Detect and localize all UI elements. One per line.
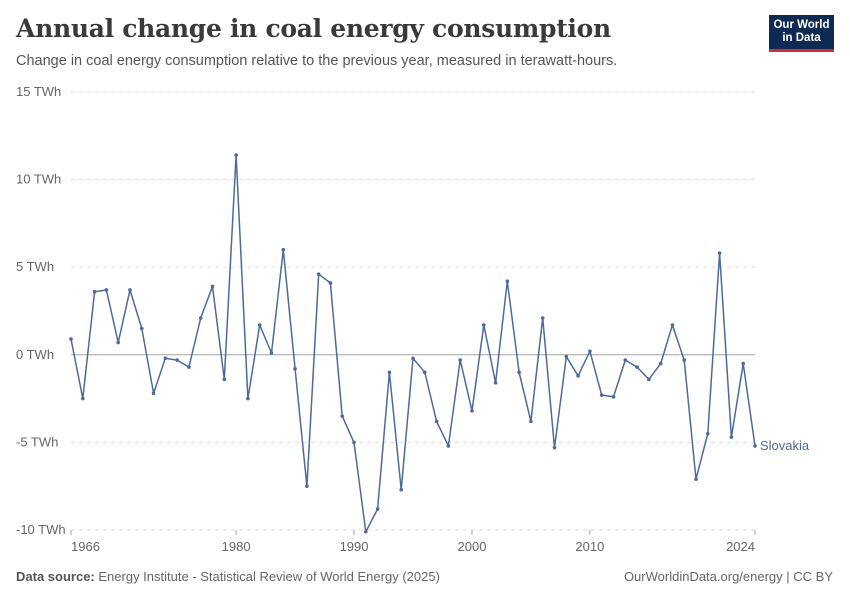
series-label[interactable]: Slovakia — [760, 438, 810, 453]
site-license-link[interactable]: OurWorldinData.org/energy | CC BY — [623, 569, 833, 584]
data-point[interactable] — [517, 370, 521, 375]
logo-line-2: in Data — [782, 32, 821, 44]
data-point[interactable] — [352, 440, 356, 445]
data-point[interactable] — [658, 361, 663, 366]
data-source: Data source: Energy Institute - Statisti… — [16, 569, 440, 584]
data-point[interactable] — [305, 484, 309, 489]
x-tick-label: 2000 — [458, 539, 487, 554]
data-point[interactable] — [576, 374, 580, 378]
source-label: Data source: — [16, 569, 95, 584]
data-point[interactable] — [706, 431, 710, 436]
data-point[interactable] — [741, 361, 746, 366]
data-point[interactable] — [481, 323, 486, 327]
data-point[interactable] — [753, 444, 757, 448]
y-tick-label: 10 TWh — [16, 172, 61, 187]
data-point[interactable] — [588, 349, 592, 354]
y-tick-label: -10 TWh — [16, 522, 66, 537]
chart-subtitle: Change in coal energy consumption relati… — [16, 53, 618, 69]
source-text: Energy Institute - Statistical Review of… — [98, 569, 440, 584]
x-tick-label: 1980 — [222, 539, 251, 554]
data-point[interactable] — [128, 288, 132, 292]
data-point[interactable] — [257, 323, 262, 327]
data-point[interactable] — [210, 284, 215, 289]
chart-title: Annual change in coal energy consumption — [16, 14, 611, 43]
data-point[interactable] — [316, 272, 321, 277]
data-point[interactable] — [163, 356, 168, 361]
data-point[interactable] — [281, 247, 286, 252]
data-point[interactable] — [69, 337, 73, 341]
axis-layer: -10 TWh -5 TWh 0 TWh 5 TWh 10 TWh 15 TWh 1966 1… — [16, 84, 756, 554]
data-point[interactable] — [328, 281, 333, 285]
data-point[interactable] — [222, 377, 227, 382]
owid-logo[interactable]: Our World in Data — [769, 15, 834, 52]
y-tick-label: 5 TWh — [16, 259, 54, 274]
data-point[interactable] — [729, 435, 734, 439]
data-point[interactable] — [493, 381, 498, 385]
series-layer[interactable]: Slovakia — [69, 153, 810, 534]
x-tick-label: 1990 — [340, 539, 369, 554]
series-line-slovakia — [70, 154, 756, 533]
y-tick-label: 15 TWh — [16, 84, 61, 99]
data-point[interactable] — [175, 358, 179, 362]
data-point[interactable] — [647, 377, 651, 382]
logo-line-1: Our World — [773, 19, 830, 31]
data-point[interactable] — [599, 393, 604, 397]
data-point[interactable] — [139, 326, 144, 331]
data-point[interactable] — [198, 316, 203, 320]
data-point[interactable] — [434, 419, 439, 424]
data-point[interactable] — [694, 477, 698, 481]
data-point[interactable] — [411, 356, 415, 361]
data-point[interactable] — [92, 289, 97, 294]
y-tick-label: -5 TWh — [16, 434, 58, 449]
data-point[interactable] — [540, 316, 545, 320]
data-point[interactable] — [80, 396, 85, 401]
data-point[interactable] — [399, 487, 404, 492]
x-tick-label: 1966 — [71, 539, 100, 554]
x-tick-label: 2010 — [575, 539, 604, 554]
data-point[interactable] — [505, 279, 510, 284]
data-point[interactable] — [340, 414, 345, 418]
data-point[interactable] — [187, 365, 191, 369]
data-point[interactable] — [293, 367, 297, 371]
data-point[interactable] — [269, 351, 274, 355]
data-point[interactable] — [375, 507, 380, 511]
y-tick-label: 0 TWh — [16, 347, 54, 362]
data-point[interactable] — [364, 529, 368, 534]
data-point[interactable] — [682, 358, 687, 362]
data-point[interactable] — [234, 153, 238, 157]
data-point[interactable] — [470, 409, 474, 413]
data-point[interactable] — [611, 395, 616, 399]
data-point[interactable] — [623, 358, 628, 362]
data-point[interactable] — [529, 419, 533, 424]
data-point[interactable] — [151, 391, 156, 396]
data-point[interactable] — [564, 354, 569, 359]
data-point[interactable] — [717, 251, 722, 255]
data-point[interactable] — [670, 323, 675, 327]
data-point[interactable] — [116, 340, 120, 345]
data-point[interactable] — [552, 445, 557, 450]
data-point[interactable] — [422, 370, 427, 375]
grid-layer — [71, 91, 755, 531]
data-point[interactable] — [104, 288, 109, 292]
x-tick-label: 2024 — [726, 539, 755, 554]
data-point[interactable] — [458, 358, 462, 362]
data-point[interactable] — [387, 370, 392, 375]
data-point[interactable] — [446, 444, 451, 448]
data-point[interactable] — [635, 365, 639, 369]
data-point[interactable] — [246, 396, 250, 401]
